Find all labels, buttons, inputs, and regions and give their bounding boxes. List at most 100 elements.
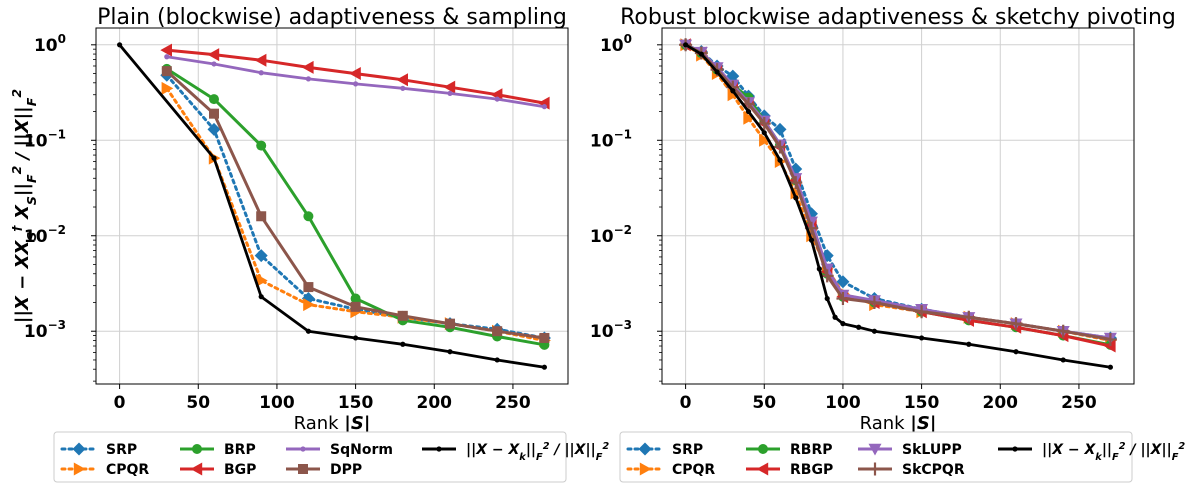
- data-point: [207, 122, 221, 136]
- legend-label: SkCPQR: [902, 462, 965, 478]
- legend-label: SqNorm: [330, 442, 393, 458]
- data-point: [301, 60, 314, 74]
- data-point: [161, 81, 174, 95]
- legend-marker: [436, 446, 442, 452]
- legend-item-bgp: BGP: [180, 462, 256, 478]
- data-point: [836, 275, 850, 289]
- legend-item-srp: SRP: [60, 442, 137, 458]
- data-point: [256, 211, 267, 222]
- legend-marker: [868, 462, 882, 476]
- series-line: [684, 43, 1111, 369]
- data-point: [443, 80, 456, 94]
- data-point: [161, 66, 172, 77]
- data-point: [832, 314, 838, 320]
- y-axis-label: ||X − XXS† XS||F2 / ||X||F2: [9, 89, 39, 323]
- data-point: [789, 176, 803, 190]
- series-sqnorm: [164, 54, 548, 110]
- data-point: [836, 292, 850, 306]
- plot-frame: [95, 27, 569, 385]
- data-point: [305, 76, 311, 82]
- data-point: [160, 43, 172, 57]
- legend-label: SkLUPP: [902, 442, 962, 458]
- data-point: [211, 61, 217, 67]
- y-tick-label: 100: [600, 32, 632, 56]
- data-point: [445, 318, 455, 329]
- x-tick-label: 200: [983, 393, 1019, 413]
- data-point: [816, 266, 822, 272]
- data-point: [541, 104, 548, 110]
- legend-label: BGP: [224, 462, 256, 478]
- x-tick-label: 200: [417, 393, 453, 413]
- data-point: [539, 332, 550, 343]
- x-axis-label: Rank |S|: [294, 413, 371, 434]
- series-line: [684, 43, 1111, 341]
- legend-marker: [298, 464, 308, 474]
- legend-marker: [300, 446, 306, 452]
- data-point: [211, 155, 217, 161]
- legend-marker: [190, 462, 203, 476]
- data-point: [777, 157, 783, 163]
- data-point: [303, 282, 314, 293]
- data-point: [353, 81, 359, 87]
- legend-marker: [756, 462, 769, 476]
- legend-item-rbgp: RBGP: [746, 462, 833, 478]
- series-skcpqr: [679, 38, 1117, 346]
- x-tick-label: 0: [680, 393, 692, 413]
- series-line: [684, 43, 1111, 340]
- legend-label: CPQR: [106, 462, 149, 478]
- data-point: [117, 42, 123, 48]
- legend: SRP CPQR BRP BGP SqNorm DPP ||X − Xk||F2 / ||X…: [53, 431, 609, 483]
- data-point: [541, 364, 548, 370]
- x-tick-label: 150: [904, 393, 940, 413]
- legend-item-brp: BRP: [180, 442, 256, 458]
- data-point: [164, 54, 170, 60]
- data-point: [207, 48, 220, 62]
- chart-title: Robust blockwise adaptiveness & sketchy …: [620, 5, 1176, 30]
- legend-marker: [638, 442, 652, 456]
- data-point: [396, 73, 408, 87]
- legend-label: SRP: [672, 442, 703, 458]
- legend-marker: [192, 444, 202, 454]
- y-tick-label: 10−2: [24, 223, 66, 247]
- data-point: [494, 96, 500, 102]
- data-point: [353, 335, 359, 341]
- data-point: [1103, 339, 1116, 353]
- y-tick-label: 10−1: [590, 127, 632, 151]
- data-point: [350, 301, 361, 312]
- legend-label: SRP: [106, 442, 137, 458]
- legend-marker: [758, 444, 768, 454]
- legend-item-cpqr: CPQR: [60, 462, 149, 478]
- data-point: [1060, 357, 1066, 363]
- data-point: [1103, 332, 1117, 346]
- data-point: [962, 310, 976, 324]
- legend-label: ||X − Xk||F2 / ||X||F2: [466, 441, 609, 463]
- x-tick-label: 100: [259, 393, 295, 413]
- data-point: [730, 88, 736, 94]
- series-line: [684, 43, 1112, 340]
- data-point: [256, 273, 268, 287]
- plot-frame: [661, 27, 1135, 385]
- data-point: [350, 293, 361, 304]
- series-line: [684, 43, 1112, 342]
- x-tick-label: 250: [495, 393, 531, 413]
- chart-panel-2: 0 50 100 150 200 250 100 10−1 10−2 10−3 Robust blo…: [590, 5, 1185, 483]
- data-point: [743, 111, 756, 125]
- x-tick-label: 100: [825, 393, 861, 413]
- data-point: [966, 341, 972, 347]
- data-point: [349, 67, 361, 81]
- series-srp: [679, 38, 1117, 345]
- data-point: [856, 324, 862, 330]
- y-tick-label: 10−2: [590, 223, 632, 247]
- x-tick-label: 150: [338, 393, 374, 413]
- series-dpp: [161, 66, 550, 343]
- data-point: [808, 237, 815, 243]
- data-point: [1013, 349, 1019, 355]
- data-point: [793, 195, 799, 201]
- chart-panel-1: 0 50 100 150 200 250 100 10−1 10−2 10−3 Plain (blo…: [9, 5, 609, 483]
- data-point: [258, 70, 264, 76]
- chart-title: Plain (blockwise) adaptiveness & samplin…: [97, 5, 567, 30]
- x-tick-label: 250: [1061, 393, 1097, 413]
- data-point: [305, 328, 311, 334]
- legend-item-dpp: DPP: [286, 462, 362, 478]
- series-sklupp: [679, 39, 1117, 345]
